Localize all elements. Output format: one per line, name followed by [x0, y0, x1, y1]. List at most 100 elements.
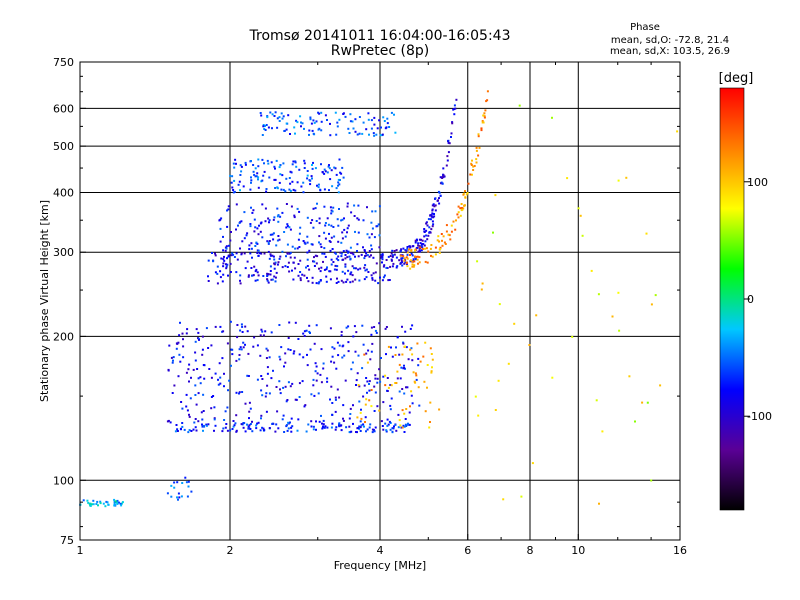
data-point [306, 177, 309, 180]
data-point [374, 210, 377, 213]
data-point [207, 280, 210, 282]
data-point [207, 259, 210, 262]
data-point [380, 357, 382, 359]
data-point [322, 425, 324, 428]
data-point [214, 424, 217, 427]
data-point [343, 217, 345, 220]
data-point [341, 231, 344, 234]
data-point [361, 324, 364, 327]
data-point [434, 246, 437, 249]
data-point [207, 347, 210, 349]
data-point [187, 368, 190, 371]
data-point [394, 354, 397, 356]
data-point [233, 256, 236, 258]
data-point [298, 382, 301, 385]
data-point [257, 249, 260, 252]
data-point [271, 113, 274, 116]
data-point [210, 407, 213, 410]
data-point [231, 348, 234, 351]
data-point [289, 170, 292, 173]
data-point [248, 410, 251, 413]
data-point [308, 324, 311, 327]
data-point [389, 408, 392, 411]
data-point [179, 360, 182, 363]
data-point [453, 104, 456, 107]
data-point [249, 423, 252, 425]
data-point [243, 211, 246, 214]
data-point [330, 360, 333, 363]
data-point [418, 249, 421, 252]
data-point [291, 382, 294, 385]
data-point [216, 282, 219, 285]
data-point [287, 337, 290, 339]
data-point [371, 428, 374, 431]
data-point [335, 367, 338, 370]
data-point [414, 255, 417, 258]
data-point [286, 252, 289, 255]
data-point [232, 189, 235, 191]
x-tick-label: 16 [673, 544, 687, 557]
data-point [368, 236, 371, 239]
data-point [289, 189, 292, 192]
data-point [180, 428, 182, 431]
data-point [408, 411, 411, 414]
data-point [303, 274, 306, 277]
data-point [348, 255, 351, 258]
data-point [254, 167, 257, 170]
data-point [175, 347, 178, 350]
data-point [450, 230, 453, 233]
data-point [276, 186, 279, 189]
data-point [358, 116, 361, 118]
data-point [185, 481, 188, 484]
data-point [320, 120, 323, 123]
data-point [268, 257, 271, 260]
data-point [173, 481, 176, 484]
data-point [275, 244, 278, 247]
data-point [352, 253, 355, 256]
data-point [309, 332, 311, 334]
data-point [358, 132, 361, 135]
data-point [223, 385, 225, 388]
data-point [261, 426, 264, 429]
data-point [275, 271, 278, 274]
data-point [233, 166, 236, 169]
data-point [394, 423, 397, 426]
data-point [221, 280, 224, 283]
data-point [377, 223, 380, 226]
data-point [320, 246, 323, 248]
data-point [317, 282, 320, 285]
data-point [363, 250, 366, 253]
data-point [205, 423, 208, 426]
data-point [397, 426, 400, 429]
data-point [404, 345, 407, 348]
data-point [386, 424, 389, 427]
chart-subtitle: RwPretec (8p) [331, 43, 429, 59]
data-point [319, 189, 322, 192]
data-point [312, 119, 315, 122]
data-point [97, 504, 99, 507]
data-point [250, 247, 253, 250]
data-point [346, 256, 349, 259]
data-point [442, 235, 445, 238]
data-point [324, 255, 327, 258]
data-point [196, 368, 199, 370]
data-point [411, 254, 414, 257]
data-point [302, 240, 305, 242]
data-point [398, 259, 401, 262]
data-point [236, 324, 239, 326]
data-point [345, 326, 348, 329]
data-point [248, 417, 250, 420]
data-point [349, 272, 352, 275]
data-point [370, 119, 373, 122]
data-point [384, 384, 387, 387]
data-point [308, 133, 310, 136]
data-point [235, 359, 238, 362]
data-point [617, 179, 620, 182]
data-point [452, 108, 455, 111]
data-point [262, 124, 265, 126]
data-point [407, 358, 410, 361]
data-point [257, 274, 260, 277]
data-point [454, 107, 457, 110]
data-point [415, 238, 418, 241]
data-point [334, 428, 337, 431]
